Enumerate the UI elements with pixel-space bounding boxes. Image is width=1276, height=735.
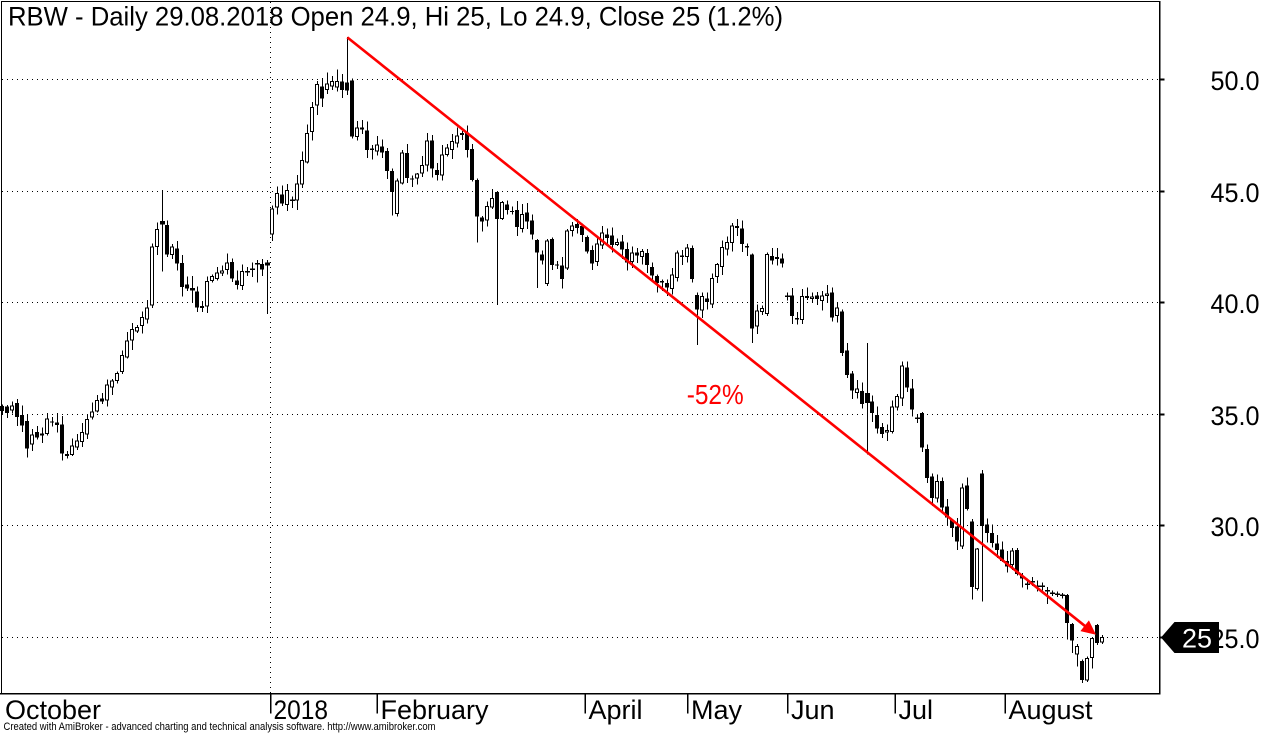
- svg-text:30.0: 30.0: [1211, 512, 1260, 542]
- svg-text:May: May: [691, 695, 743, 725]
- svg-text:-52%: -52%: [687, 379, 744, 410]
- svg-text:April: April: [589, 695, 643, 725]
- svg-text:Created with AmiBroker - advan: Created with AmiBroker - advanced charti…: [4, 721, 436, 733]
- svg-text:40.0: 40.0: [1211, 289, 1260, 319]
- svg-text:RBW - Daily 29.08.2018 Open 24: RBW - Daily 29.08.2018 Open 24.9, Hi 25,…: [8, 2, 783, 32]
- svg-text:2018: 2018: [274, 695, 329, 725]
- svg-text:45.0: 45.0: [1211, 178, 1260, 208]
- svg-text:50.0: 50.0: [1211, 66, 1260, 96]
- svg-text:Jul: Jul: [899, 695, 934, 725]
- svg-text:August: August: [1009, 695, 1094, 725]
- svg-text:February: February: [381, 695, 490, 725]
- svg-text:25: 25: [1182, 623, 1212, 653]
- svg-text:October: October: [5, 695, 101, 725]
- svg-text:35.0: 35.0: [1211, 401, 1260, 431]
- svg-text:Jun: Jun: [791, 695, 835, 725]
